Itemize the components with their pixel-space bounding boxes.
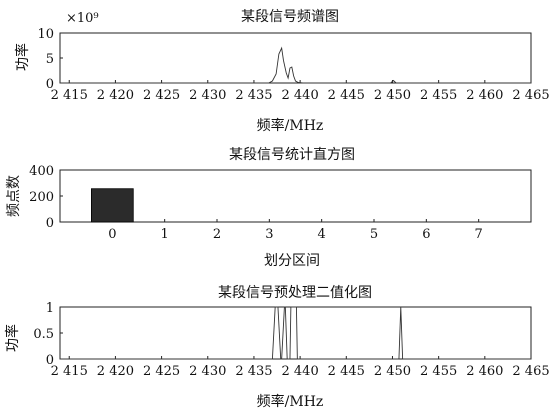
binarized-x-tick-label: 2 445	[328, 364, 365, 379]
binarized-y-tick-label: 1	[46, 301, 54, 316]
spectrum-x-tick-label: 2 445	[328, 88, 365, 103]
spectrum-x-tick-label: 2 430	[189, 88, 226, 103]
binarized-x-tick-label: 2 455	[420, 364, 457, 379]
spectrum-plot-frame	[59, 32, 532, 84]
spectrum-x-label: 频率/MHz	[257, 117, 324, 134]
binarized-x-tick-label: 2 415	[51, 364, 88, 379]
histogram-x-tick-label: 6	[422, 227, 430, 242]
spectrum-y-tick-label: 0	[46, 77, 54, 92]
binarized-x-tick-label: 2 425	[143, 364, 180, 379]
spectrum-x-tick-label: 2 435	[235, 88, 272, 103]
histogram-x-tick-label: 4	[318, 227, 326, 242]
binarized-panel: 某段信号预处理二值化图 功率 频率/MHz 2 415 2 420 2 425 2 4…	[4, 285, 550, 410]
histogram-x-tick-label: 1	[161, 227, 169, 242]
spectrum-x-tick-label: 2 440	[282, 88, 319, 103]
spectrum-x-tick-label: 2 420	[97, 88, 134, 103]
spectrum-x-tick-label: 2 415	[51, 88, 88, 103]
binarized-x-tick-label: 2 430	[189, 364, 226, 379]
binarized-x-tick-label: 2 420	[97, 364, 134, 379]
binarized-y-tick-label: 0.5	[33, 327, 54, 342]
histogram-x-label: 划分区间	[264, 253, 320, 269]
spectrum-y-label: 功率	[14, 43, 31, 71]
binarized-x-tick-label: 2 465	[512, 364, 549, 379]
binarized-y-label: 功率	[4, 324, 21, 352]
histogram-panel: 某段信号统计直方图 频点数 划分区间 0 1 2 3 4 5 6 7 0 200 400	[6, 146, 532, 269]
spectrum-x-tick-label: 2 425	[143, 88, 180, 103]
spectrum-x-tick-label: 2 455	[420, 88, 457, 103]
binarized-plot-frame	[59, 306, 532, 360]
binarized-series-line	[60, 306, 531, 360]
histogram-x-tick-label: 7	[475, 227, 483, 242]
binarized-x-tick-label: 2 450	[374, 364, 411, 379]
histogram-title: 某段信号统计直方图	[229, 146, 355, 163]
spectrum-x-tick-label: 2 465	[512, 88, 549, 103]
histogram-x-tick-label: 3	[265, 227, 273, 242]
histogram-bar	[91, 188, 134, 223]
binarized-x-label: 频率/MHz	[257, 393, 324, 410]
histogram-y-tick-label: 200	[29, 190, 54, 205]
spectrum-y-tick-label: 10	[37, 27, 54, 42]
binarized-x-tick-label: 2 440	[282, 364, 319, 379]
spectrum-title: 某段信号频谱图	[241, 9, 339, 25]
binarized-y-tick-label: 0	[46, 353, 54, 368]
histogram-y-tick-label: 400	[29, 164, 54, 179]
spectrum-y-tick-label: 5	[46, 52, 54, 67]
spectrum-panel: 某段信号频谱图 ×10⁹ 功率 频率/MHz 2 415 2 420 2 425 2 …	[14, 9, 550, 134]
spectrum-series-line	[60, 46, 531, 84]
binarized-title: 某段信号预处理二值化图	[218, 285, 372, 301]
histogram-x-tick-label: 0	[108, 227, 116, 242]
spectrum-y-multiplier: ×10⁹	[66, 11, 99, 26]
histogram-x-tick-label: 5	[370, 227, 378, 242]
spectrum-x-tick-label: 2 460	[466, 88, 503, 103]
spectrum-x-tick-label: 2 450	[374, 88, 411, 103]
histogram-x-tick-label: 2	[213, 227, 221, 242]
histogram-y-tick-label: 0	[46, 216, 54, 231]
binarized-x-tick-label: 2 460	[466, 364, 503, 379]
binarized-x-tick-label: 2 435	[235, 364, 272, 379]
histogram-y-label: 频点数	[6, 175, 22, 217]
